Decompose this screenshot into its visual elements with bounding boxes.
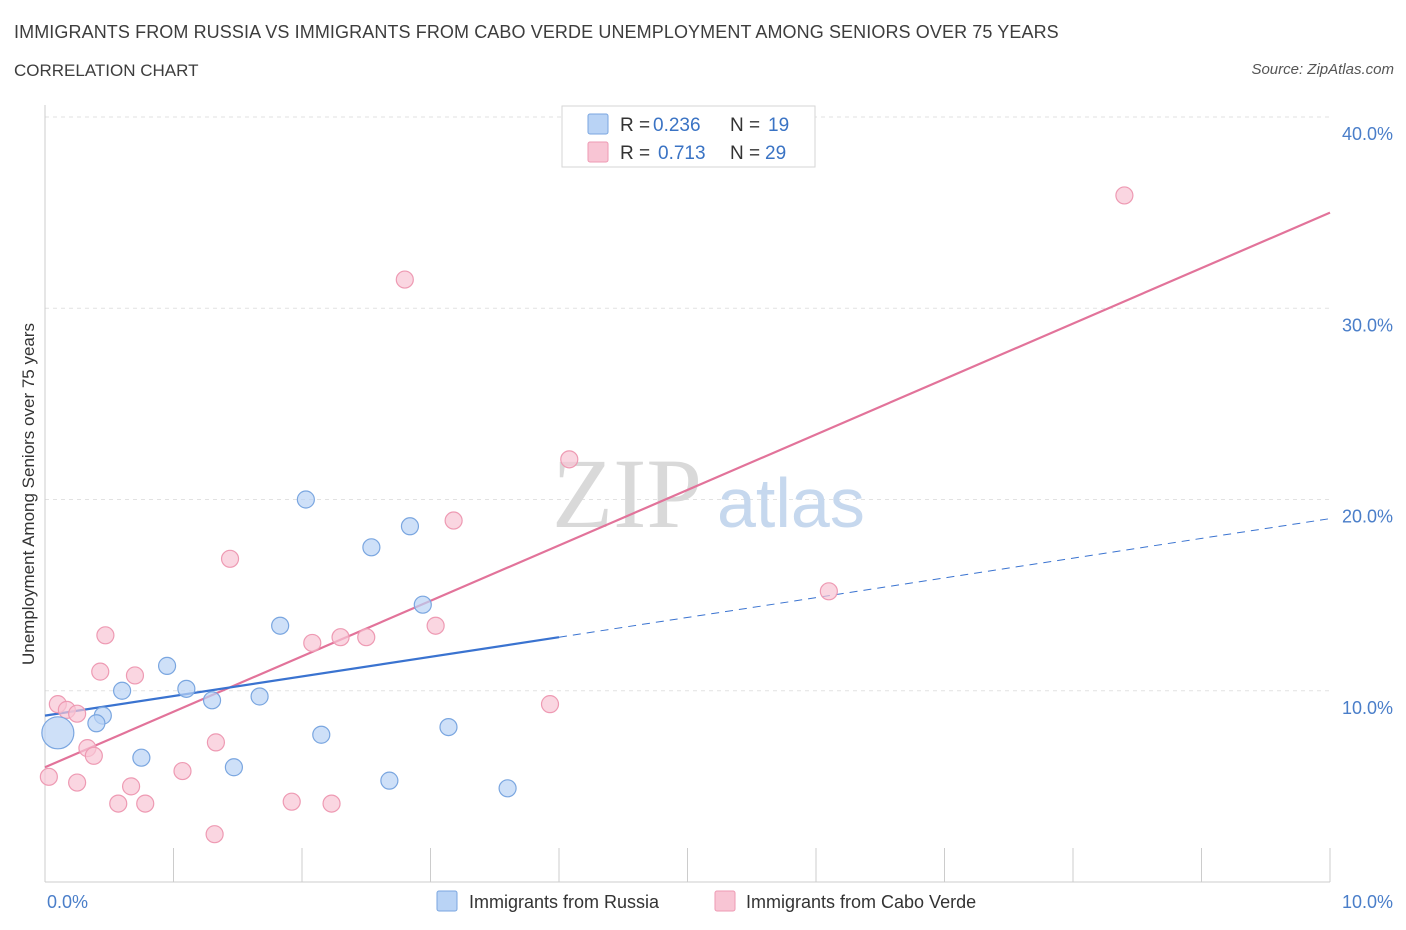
point-caboverde-14 [205, 825, 224, 844]
legend-swatch-caboverde [714, 890, 736, 912]
point-caboverde-17 [282, 792, 301, 811]
stats-legend: R = 0.236 N = 19 R = 0.713 N = 29 [561, 105, 816, 168]
point-caboverde-10 [121, 777, 141, 796]
point-caboverde-27 [819, 582, 838, 601]
point-caboverde-0 [39, 767, 58, 786]
trend-layer [44, 211, 1331, 769]
chart-title: IMMIGRANTS FROM RUSSIA VS IMMIGRANTS FRO… [14, 22, 1059, 42]
y-tick-label-1: 20.0% [1342, 507, 1393, 527]
point-caboverde-7 [91, 662, 110, 681]
stats-n-label-russia: N = [730, 115, 760, 136]
point-russia-14 [380, 771, 399, 790]
stats-n-value-caboverde: 29 [765, 143, 786, 164]
stats-r-value-caboverde: 0.713 [658, 143, 706, 164]
watermark: ZIP atlas [552, 438, 865, 549]
point-russia-5 [157, 656, 177, 675]
point-russia-4 [132, 748, 151, 767]
point-russia-9 [250, 687, 269, 706]
point-russia-6 [177, 679, 196, 698]
point-russia-18 [498, 779, 517, 798]
point-russia-16 [413, 595, 432, 614]
y-tick-label-3: 40.0% [1342, 124, 1393, 144]
source-label: Source: ZipAtlas.com [1251, 61, 1394, 78]
stats-swatch-russia [587, 113, 609, 135]
point-russia-11 [296, 490, 315, 509]
x-tick-label-1: 10.0% [1342, 892, 1393, 912]
point-russia-2 [87, 714, 106, 733]
grid-layer [45, 116, 1330, 692]
stats-r-label-russia: R = [620, 115, 650, 136]
trend-line-russia-dashed [558, 518, 1331, 638]
point-caboverde-18 [303, 633, 322, 653]
trend-line-russia [44, 636, 560, 717]
point-russia-15 [400, 517, 420, 536]
point-caboverde-3 [68, 704, 87, 723]
point-caboverde-11 [125, 666, 145, 685]
point-caboverde-12 [136, 794, 155, 813]
chart-subtitle: CORRELATION CHART [14, 61, 199, 80]
stats-r-label-caboverde: R = [620, 143, 650, 164]
point-caboverde-25 [540, 695, 560, 714]
stats-swatch-caboverde [587, 141, 609, 163]
x-tick-label-0: 0.0% [47, 892, 88, 912]
point-caboverde-6 [84, 746, 103, 765]
point-caboverde-22 [395, 270, 414, 289]
stats-n-value-russia: 19 [768, 115, 789, 136]
point-russia-0 [41, 716, 75, 750]
point-russia-12 [312, 725, 331, 744]
point-caboverde-23 [426, 616, 445, 635]
point-caboverde-8 [96, 626, 115, 645]
point-caboverde-20 [331, 628, 350, 647]
point-caboverde-19 [322, 794, 341, 813]
point-russia-7 [202, 691, 222, 710]
points-layer [39, 186, 1134, 844]
stats-n-label-caboverde: N = [730, 143, 760, 164]
stats-r-value-russia: 0.236 [653, 115, 701, 136]
watermark-atlas: atlas [717, 464, 865, 542]
legend-label-russia: Immigrants from Russia [469, 892, 660, 912]
y-tick-label-0: 10.0% [1342, 698, 1393, 718]
point-russia-17 [439, 717, 458, 737]
labels-layer: 10.0% 20.0% 30.0% 40.0% 0.0% 10.0% [47, 124, 1393, 912]
trend-line-caboverde [44, 211, 1331, 769]
point-caboverde-16 [220, 549, 240, 568]
point-russia-13 [362, 538, 381, 557]
point-caboverde-4 [68, 773, 87, 792]
point-caboverde-21 [357, 628, 376, 647]
axis-layer [44, 105, 1331, 883]
point-caboverde-28 [1115, 186, 1134, 205]
y-axis-title: Unemployment Among Seniors over 75 years [19, 323, 38, 665]
y-tick-label-2: 30.0% [1342, 315, 1393, 335]
point-caboverde-24 [444, 511, 463, 530]
point-russia-8 [224, 758, 243, 777]
legend-label-caboverde: Immigrants from Cabo Verde [746, 892, 976, 912]
point-caboverde-13 [173, 761, 192, 781]
point-russia-3 [112, 681, 132, 700]
point-russia-10 [271, 616, 290, 635]
point-caboverde-26 [560, 450, 579, 469]
point-caboverde-9 [109, 794, 128, 813]
point-caboverde-15 [206, 733, 226, 752]
legend-swatch-russia [436, 890, 458, 912]
series-legend: Immigrants from Russia Immigrants from C… [436, 890, 976, 912]
